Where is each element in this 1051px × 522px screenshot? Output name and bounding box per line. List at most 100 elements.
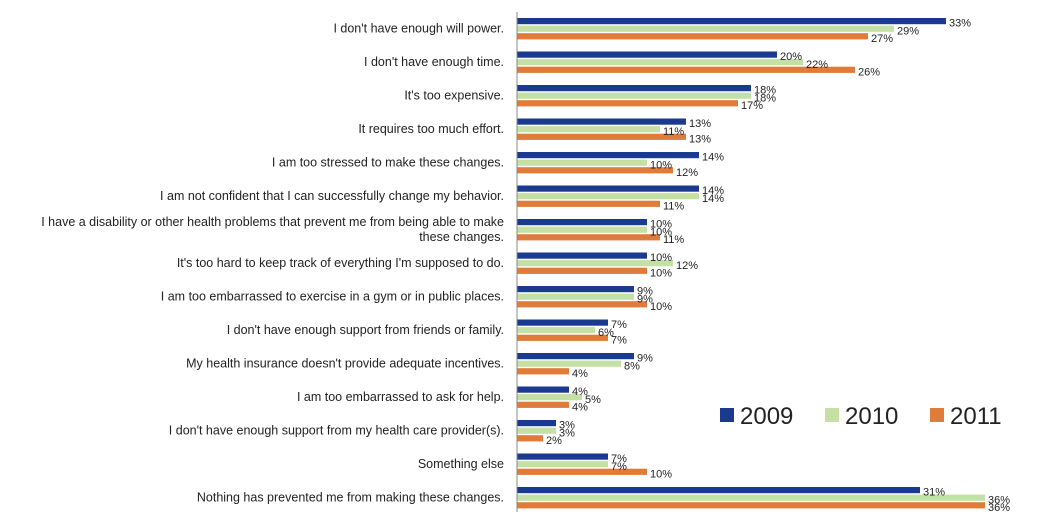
bar-2009	[517, 353, 634, 360]
value-label-2011: 17%	[741, 100, 763, 112]
bar-2011	[517, 200, 660, 207]
bar-2010	[517, 193, 699, 200]
bar-2009	[517, 487, 920, 494]
value-label-2009: 18%	[754, 85, 776, 97]
category-label-line: I don't have enough time.	[364, 55, 504, 69]
legend-swatch-2009	[720, 408, 734, 422]
category-label-line: It's too expensive.	[404, 89, 504, 103]
value-label-2011: 2%	[546, 435, 562, 447]
bar-2010	[517, 293, 634, 300]
value-label-2009: 4%	[572, 386, 588, 398]
category-label-line: Nothing has prevented me from making the…	[197, 491, 504, 505]
value-label-2011: 10%	[650, 468, 672, 480]
value-label-2011: 13%	[689, 133, 711, 145]
category-label: I am too stressed to make these changes.	[272, 156, 504, 170]
value-label-2009: 7%	[611, 453, 627, 465]
bar-2011	[517, 301, 647, 308]
bar-2011	[517, 133, 686, 140]
value-label-2010: 11%	[663, 126, 684, 138]
category-label-line: It requires too much effort.	[358, 122, 504, 136]
value-label-2011: 4%	[572, 368, 588, 380]
bar-2011	[517, 368, 569, 375]
bar-2011	[517, 334, 608, 341]
bar-2010	[517, 226, 647, 233]
bar-2009	[517, 219, 647, 226]
value-label-2010: 10%	[650, 159, 672, 171]
bar-2009	[517, 51, 777, 58]
value-label-2011: 11%	[663, 234, 684, 246]
category-label: Nothing has prevented me from making the…	[197, 491, 504, 505]
legend-label-2009: 2009	[740, 403, 793, 430]
bar-2011	[517, 66, 855, 73]
bar-2009	[517, 453, 608, 460]
value-label-2010: 18%	[754, 92, 776, 104]
value-label-2009: 14%	[702, 152, 724, 164]
category-label-line: I am too embarrassed to exercise in a gy…	[161, 290, 504, 304]
bar-2011	[517, 435, 543, 442]
category-labels: I don't have enough will power. I don't h…	[41, 22, 504, 505]
bar-2010	[517, 427, 556, 434]
bar-2010	[517, 92, 751, 99]
bar-2009	[517, 286, 634, 293]
category-label: I don't have enough time.	[364, 55, 504, 69]
value-label-2010: 29%	[897, 25, 919, 37]
category-label-line: I don't have enough support from friends…	[227, 323, 504, 337]
legend-label-2011: 2011	[950, 403, 1002, 430]
value-label-2009: 7%	[611, 319, 627, 331]
value-label-2011: 36%	[988, 502, 1010, 514]
legend: 2009 2010 2011	[720, 403, 1002, 430]
value-label-2009: 9%	[637, 353, 653, 365]
category-label: It's too expensive.	[404, 89, 504, 103]
bar-2009	[517, 319, 608, 326]
value-label-2011: 12%	[676, 167, 698, 179]
value-label-2010: 36%	[988, 494, 1010, 506]
legend-swatch-2011	[930, 408, 944, 422]
bar-2009	[517, 118, 686, 125]
bar-2010	[517, 327, 595, 334]
category-label: My health insurance doesn't provide adeq…	[186, 357, 504, 371]
value-label-2009: 33%	[949, 18, 971, 30]
category-label-line: I am too embarrassed to ask for help.	[297, 390, 504, 404]
category-label: Something else	[418, 457, 504, 471]
value-label-2010: 14%	[702, 193, 724, 205]
bar-2009	[517, 185, 699, 192]
category-label: It's too hard to keep track of everythin…	[177, 256, 504, 270]
category-label: It requires too much effort.	[358, 122, 504, 136]
value-label-2011: 11%	[663, 200, 684, 212]
value-label-2010: 10%	[650, 226, 672, 238]
bar-2010	[517, 25, 894, 32]
value-label-2011: 7%	[611, 334, 627, 346]
bar-2009	[517, 252, 647, 259]
value-label-2011: 26%	[858, 66, 880, 78]
value-label-2009: 10%	[650, 252, 672, 264]
bar-2011	[517, 401, 569, 408]
bar-2009	[517, 152, 699, 159]
category-label: I don't have enough support from my heal…	[169, 424, 504, 438]
category-label-line: these changes.	[419, 230, 504, 244]
value-label-2010: 22%	[806, 59, 828, 71]
value-label-2010: 7%	[611, 461, 627, 473]
bar-2009	[517, 386, 569, 393]
bar-2011	[517, 100, 738, 107]
value-label-2009: 9%	[637, 286, 653, 298]
bars-layer	[517, 18, 985, 509]
value-label-2011: 10%	[650, 301, 672, 313]
category-label-line: I have a disability or other health prob…	[41, 215, 504, 229]
bar-2010	[517, 159, 647, 166]
category-label: I have a disability or other health prob…	[41, 215, 504, 244]
value-label-2009: 31%	[923, 487, 945, 499]
value-label-2009: 20%	[780, 51, 802, 63]
value-label-2010: 3%	[559, 427, 575, 439]
category-label: I don't have enough will power.	[333, 22, 504, 36]
bar-2011	[517, 33, 868, 40]
value-label-2011: 10%	[650, 267, 672, 279]
value-label-2009: 3%	[559, 420, 575, 432]
bar-2009	[517, 85, 751, 92]
bar-2011	[517, 234, 660, 241]
value-label-2011: 27%	[871, 33, 893, 45]
bar-2011	[517, 267, 647, 274]
category-label-line: It's too hard to keep track of everythin…	[177, 256, 504, 270]
category-label: I am too embarrassed to ask for help.	[297, 390, 504, 404]
category-label-line: Something else	[418, 457, 504, 471]
